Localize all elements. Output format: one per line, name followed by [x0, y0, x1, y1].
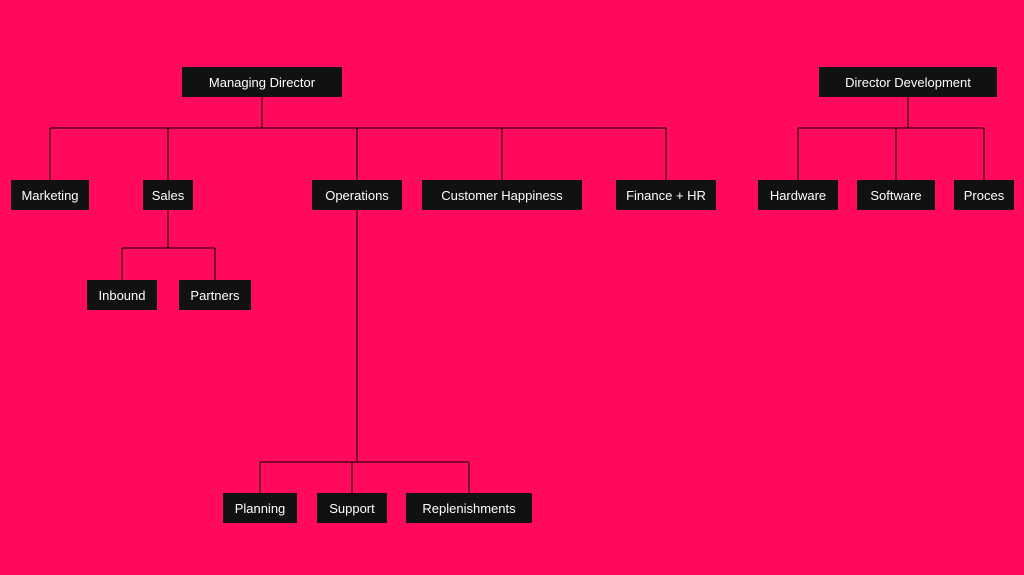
org-node-mkt: Marketing: [11, 180, 89, 210]
org-chart-canvas: Managing Director Director Development Mar…: [0, 0, 1024, 575]
org-node-hw: Hardware: [758, 180, 838, 210]
org-node-ch: Customer Happiness: [422, 180, 582, 210]
org-node-md: Managing Director: [182, 67, 342, 97]
org-node-par: Partners: [179, 280, 251, 310]
org-node-pln: Planning: [223, 493, 297, 523]
org-node-prc: Proces: [954, 180, 1014, 210]
org-node-rep: Replenishments: [406, 493, 532, 523]
org-node-ops: Operations: [312, 180, 402, 210]
org-node-sup: Support: [317, 493, 387, 523]
org-node-dd: Director Development: [819, 67, 997, 97]
org-node-sal: Sales: [143, 180, 193, 210]
org-node-sw: Software: [857, 180, 935, 210]
org-node-inb: Inbound: [87, 280, 157, 310]
org-node-fin: Finance + HR: [616, 180, 716, 210]
